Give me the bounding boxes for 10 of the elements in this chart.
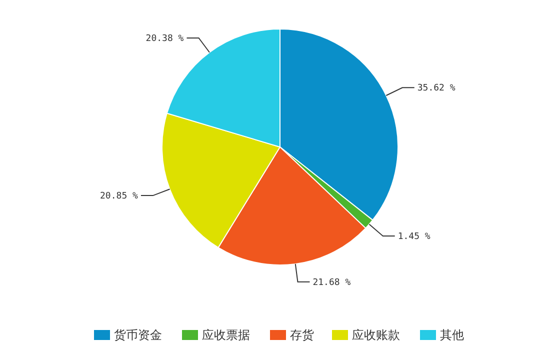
legend-label: 存货 [290, 328, 314, 342]
data-label: 1.45 % [398, 232, 431, 242]
data-label: 20.38 % [146, 34, 184, 44]
legend-label: 应收账款 [352, 328, 400, 342]
data-label: 20.85 % [100, 192, 139, 202]
legend-label: 应收票据 [202, 328, 250, 342]
data-label: 35.62 % [417, 84, 456, 94]
legend-label: 其他 [440, 328, 464, 342]
legend-label: 货币资金 [114, 328, 162, 342]
data-label: 21.68 % [312, 278, 352, 288]
